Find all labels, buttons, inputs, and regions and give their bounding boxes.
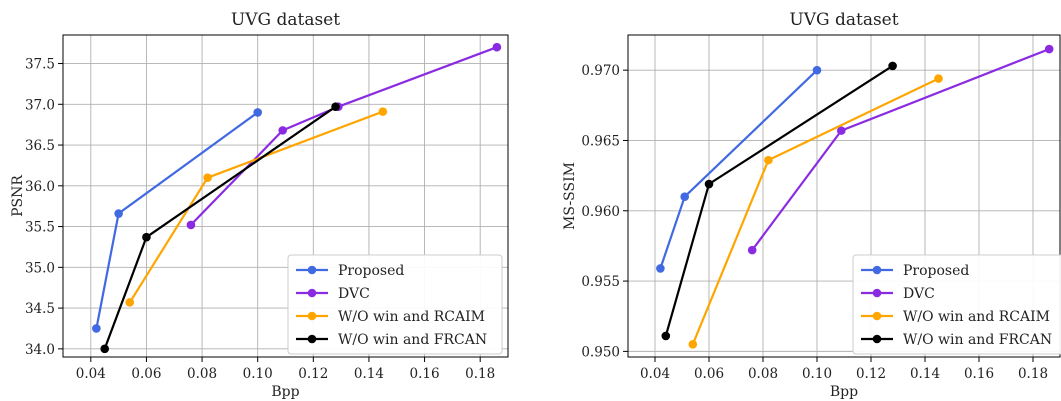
y-tick-label: 0.950 [581, 344, 620, 360]
data-point-w-o-win-and-rcaim [203, 173, 212, 182]
data-point-proposed [812, 65, 822, 75]
x-tick-label: 0.10 [802, 366, 832, 382]
data-point-dvc [747, 245, 757, 255]
x-tick-label: 0.04 [76, 366, 106, 382]
x-tick-label: 0.12 [298, 366, 328, 382]
data-point-w-o-win-and-rcaim [378, 107, 388, 116]
legend-label: DVC [903, 286, 935, 302]
data-point-w-o-win-and-rcaim [125, 298, 135, 307]
legend-label: W/O win and FRCAN [903, 332, 1052, 348]
data-point-dvc [186, 220, 196, 230]
x-tick-label: 0.08 [748, 366, 778, 382]
legend-marker-dvc [872, 288, 882, 298]
chart-psnr: UVG dataset 0.04 0.06 0.08 0.10 0.12 0.14 0.16 0… [10, 10, 509, 400]
data-point-proposed [253, 108, 262, 117]
x-tick-label: 0.16 [964, 366, 994, 382]
data-point-w-o-win-and-frcan [661, 331, 671, 341]
data-point-w-o-win-and-frcan [100, 344, 110, 354]
x-axis-label: Bpp [830, 384, 858, 400]
legend-box [852, 254, 1061, 355]
y-tick-label: 37.5 [25, 57, 55, 73]
data-point-proposed [656, 264, 665, 273]
legend: Proposed DVC W/O win and RCAIM W/O win and … [852, 254, 1061, 355]
legend-label: Proposed [903, 263, 969, 279]
data-point-dvc [837, 126, 846, 135]
y-tick-label: 34.5 [25, 301, 55, 317]
legend-marker-w-o-win-and-frcan [307, 334, 317, 344]
y-tick-label: 0.965 [581, 133, 620, 149]
plot-frame [62, 34, 509, 358]
legend-box [287, 254, 503, 355]
data-point-w-o-win-and-rcaim [688, 340, 698, 349]
data-point-w-o-win-and-rcaim [764, 155, 773, 165]
y-tick-label: 0.955 [581, 274, 620, 290]
y-tick-label: 37.0 [25, 97, 55, 113]
legend-label: W/O win and RCAIM [903, 309, 1050, 325]
data-point-dvc [1044, 44, 1054, 54]
x-tick-label: 0.10 [243, 366, 273, 382]
data-point-w-o-win-and-frcan [888, 61, 897, 71]
x-tick-label: 0.14 [354, 366, 384, 382]
series-line-dvc [751, 48, 1050, 251]
legend-label: DVC [338, 286, 370, 302]
legend-label: Proposed [338, 263, 404, 279]
x-tick-label: 0.06 [694, 366, 724, 382]
x-tick-label: 0.18 [1018, 366, 1048, 382]
legend: Proposed DVC W/O win and RCAIM W/O win and … [287, 254, 503, 355]
legend-label: W/O win and RCAIM [338, 309, 485, 325]
legend-marker-w-o-win-and-rcaim [872, 311, 882, 321]
x-tick-label: 0.08 [187, 366, 217, 382]
data-point-w-o-win-and-frcan [704, 179, 714, 189]
x-tick-label: 0.04 [640, 366, 670, 382]
data-point-proposed [92, 324, 101, 333]
x-tick-label: 0.16 [410, 366, 440, 382]
data-point-proposed [680, 192, 689, 202]
chart-ms-ssim: UVG dataset 0.04 0.06 0.08 0.10 0.12 0.14 0.16 0… [562, 10, 1061, 400]
x-tick-label: 0.18 [465, 366, 495, 382]
y-axis-label: MS-SSIM [562, 162, 578, 230]
chart-title: UVG dataset [789, 10, 898, 30]
y-tick-label: 0.960 [581, 204, 620, 220]
x-tick-label: 0.06 [131, 366, 161, 382]
y-tick-label: 36.5 [25, 138, 55, 154]
series-line-dvc [190, 46, 498, 226]
legend-marker-proposed [872, 265, 882, 275]
y-tick-label: 35.5 [25, 220, 55, 236]
legend-marker-w-o-win-and-rcaim [307, 311, 317, 321]
data-point-w-o-win-and-rcaim [934, 74, 943, 83]
data-point-dvc [278, 126, 288, 135]
y-axis-label: PSNR [10, 175, 26, 217]
y-tick-label: 36.0 [25, 179, 55, 195]
legend-label: W/O win and FRCAN [338, 332, 487, 348]
legend-marker-proposed [307, 265, 317, 275]
x-tick-label: 0.14 [910, 366, 940, 382]
series-line-proposed [659, 69, 818, 269]
y-tick-label: 34.0 [25, 342, 55, 358]
data-point-w-o-win-and-frcan [331, 102, 340, 112]
data-point-proposed [114, 209, 123, 218]
x-tick-label: 0.12 [856, 366, 886, 382]
legend-marker-dvc [307, 288, 317, 298]
data-point-w-o-win-and-frcan [142, 232, 151, 242]
y-tick-label: 0.970 [581, 63, 620, 79]
x-axis-label: Bpp [271, 384, 299, 400]
legend-marker-w-o-win-and-frcan [872, 334, 882, 344]
chart-title: UVG dataset [231, 10, 340, 30]
y-tick-label: 35.0 [25, 260, 55, 276]
data-point-dvc [492, 42, 502, 52]
plot-frame [627, 34, 1061, 358]
